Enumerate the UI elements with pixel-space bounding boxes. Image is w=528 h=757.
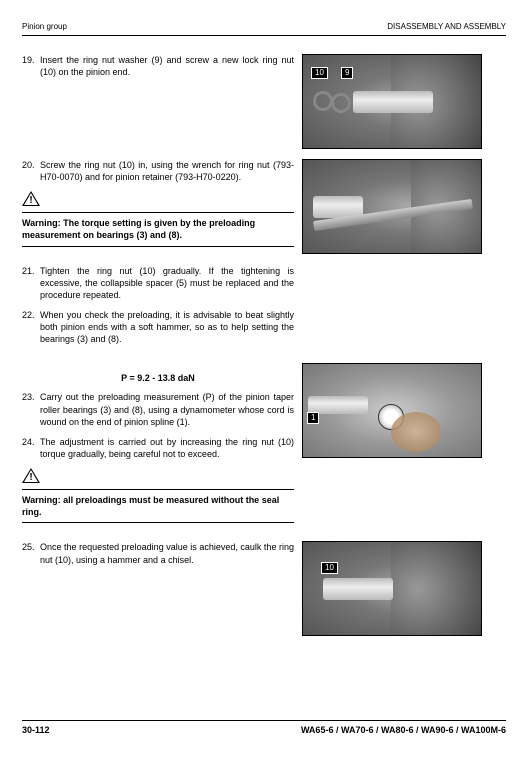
footer: 30-112 WA65-6 / WA70-6 / WA80-6 / WA90-6… [22, 720, 506, 735]
svg-text:!: ! [29, 195, 32, 206]
step-text: Insert the ring nut washer (9) and screw… [40, 54, 294, 78]
step-25: 25. Once the requested preloading value … [22, 541, 294, 565]
warning-icon: ! [22, 191, 40, 208]
warning-icon: ! [22, 468, 40, 485]
warning-1: ! Warning: The torque setting is given b… [22, 191, 294, 246]
warning-text: Warning: all preloadings must be measure… [22, 494, 294, 518]
page-number: 30-112 [22, 725, 50, 735]
step-text: When you check the preloading, it is adv… [40, 309, 294, 345]
step-text: Once the requested preloading value is a… [40, 541, 294, 565]
step-24: 24. The adjustment is carried out by inc… [22, 436, 294, 460]
callout-10: 10 [321, 562, 338, 574]
callout-9: 9 [341, 67, 353, 79]
warning-text: Warning: The torque setting is given by … [22, 217, 294, 241]
step-number: 19. [22, 54, 40, 66]
model-list: WA65-6 / WA70-6 / WA80-6 / WA90-6 / WA10… [301, 725, 506, 735]
header-right: DISASSEMBLY AND ASSEMBLY [387, 22, 506, 31]
step-22: 22. When you check the preloading, it is… [22, 309, 294, 345]
warning-2: ! Warning: all preloadings must be measu… [22, 468, 294, 523]
callout-10: 10 [311, 67, 328, 79]
step-number: 22. [22, 309, 40, 321]
step-number: 23. [22, 391, 40, 403]
step-number: 25. [22, 541, 40, 553]
step-text: The adjustment is carried out by increas… [40, 436, 294, 460]
callout-1: 1 [307, 412, 319, 424]
step-20: 20. Screw the ring nut (10) in, using th… [22, 159, 294, 183]
step-text: Carry out the preloading measurement (P)… [40, 391, 294, 427]
step-text: Tighten the ring nut (10) gradually. If … [40, 265, 294, 301]
step-23: 23. Carry out the preloading measurement… [22, 391, 294, 427]
content-area: 19. Insert the ring nut washer (9) and s… [22, 54, 506, 636]
step-number: 24. [22, 436, 40, 448]
figure-23: 1 [302, 363, 482, 458]
figure-20 [302, 159, 482, 254]
step-text: Screw the ring nut (10) in, using the wr… [40, 159, 294, 183]
header-rule [22, 35, 506, 36]
step-number: 21. [22, 265, 40, 277]
header-left: Pinion group [22, 22, 67, 31]
figure-19: 10 9 [302, 54, 482, 149]
step-19: 19. Insert the ring nut washer (9) and s… [22, 54, 294, 78]
step-number: 20. [22, 159, 40, 171]
figure-25: 10 [302, 541, 482, 636]
svg-text:!: ! [29, 472, 32, 483]
formula: P = 9.2 - 13.8 daN [22, 373, 294, 383]
step-21: 21. Tighten the ring nut (10) gradually.… [22, 265, 294, 301]
